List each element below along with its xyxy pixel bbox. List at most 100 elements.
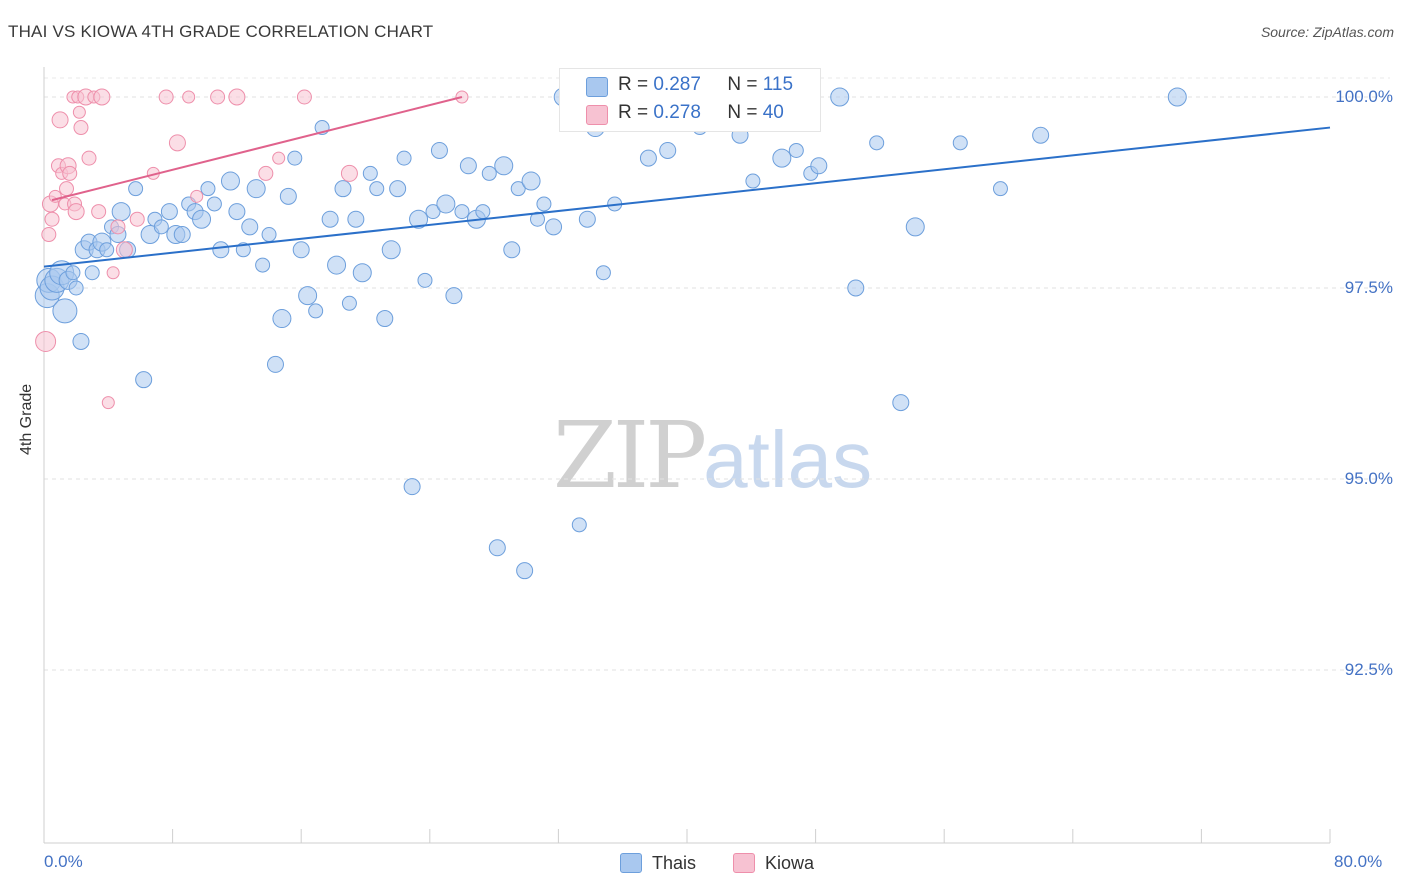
thais-point: [536, 196, 552, 212]
thais-n-label: N =: [727, 74, 758, 95]
kiowa-point: [115, 241, 133, 259]
thais-point: [445, 287, 463, 305]
thais-point: [228, 203, 246, 221]
kiowa-n-label: N =: [727, 102, 758, 123]
legend-thais-swatch: [620, 853, 642, 873]
x-tick-label-max: 80.0%: [1334, 852, 1383, 871]
kiowa-point: [258, 165, 274, 181]
kiowa-point: [91, 204, 107, 220]
kiowa-r-value: 0.278: [653, 102, 701, 123]
thais-point: [212, 241, 230, 259]
kiowa-n-value: 40: [762, 102, 784, 123]
thais-r-label: R =: [618, 74, 649, 95]
thais-point: [255, 257, 271, 273]
thais-trend-line: [43, 126, 1331, 268]
thais-point: [341, 295, 357, 311]
source-label: Source: ZipAtlas.com: [1260, 24, 1394, 40]
thais-point: [869, 135, 885, 151]
y-tick-label-95: 95.0%: [1344, 469, 1393, 488]
thais-point: [409, 209, 429, 229]
thais-point: [436, 194, 456, 214]
kiowa-point: [110, 219, 126, 235]
thais-point: [516, 562, 534, 580]
kiowa-point: [51, 111, 69, 129]
thais-r-value: 0.287: [653, 74, 701, 95]
kiowa-trend-line: [51, 96, 463, 202]
thais-point: [347, 210, 365, 228]
kiowa-r-label: R =: [618, 102, 649, 123]
kiowa-point: [168, 134, 186, 152]
legend-kiowa-label: Kiowa: [765, 852, 815, 873]
thais-point: [488, 539, 506, 557]
thais-point: [65, 265, 81, 281]
kiowa-point: [190, 189, 204, 203]
kiowa-point: [73, 120, 89, 136]
thais-point: [571, 517, 587, 533]
kiowa-point: [106, 266, 120, 280]
thais-point: [68, 280, 84, 296]
thais-point: [292, 241, 310, 259]
kiowa-swatch: [586, 105, 608, 125]
kiowa-point: [101, 396, 115, 410]
kiowa-point: [158, 89, 174, 105]
thais-point: [111, 202, 131, 222]
legend-item-thais[interactable]: Thais: [620, 851, 696, 875]
thais-point: [369, 181, 385, 197]
thais-point: [241, 218, 259, 236]
thais-point: [192, 209, 212, 229]
thais-point: [1032, 126, 1050, 144]
thais-swatch: [586, 77, 608, 97]
thais-point: [261, 227, 277, 243]
y-tick-label-100: 100.0%: [1335, 87, 1393, 106]
thais-point: [153, 219, 169, 235]
kiowa-point: [81, 150, 97, 166]
thais-point: [334, 180, 352, 198]
thais-point: [475, 204, 491, 220]
thais-point: [847, 279, 865, 297]
chart-title: THAI VS KIOWA 4TH GRADE CORRELATION CHAR…: [8, 22, 434, 41]
kiowa-point: [272, 151, 286, 165]
kiowa-point: [62, 165, 78, 181]
thais-point: [430, 141, 448, 159]
kiowa-point: [35, 330, 57, 352]
thais-point: [417, 272, 433, 288]
legend-item-kiowa[interactable]: Kiowa: [733, 851, 814, 875]
thais-point: [206, 196, 222, 212]
y-tick-label-92-5: 92.5%: [1344, 660, 1393, 679]
thais-point: [905, 217, 925, 237]
kiowa-point: [129, 211, 145, 227]
stats-legend: R = 0.287 N = 115 R = 0.278 N = 40: [559, 68, 821, 132]
thais-point: [503, 241, 521, 259]
thais-n-value: 115: [762, 74, 794, 95]
thais-point: [298, 286, 318, 306]
thais-point: [578, 210, 596, 228]
thais-point: [992, 181, 1008, 197]
y-tick-label-97-5: 97.5%: [1344, 278, 1393, 297]
y-axis-label: 4th Grade: [18, 383, 35, 455]
thais-point: [99, 242, 115, 258]
thais-point: [376, 310, 394, 328]
thais-point: [72, 332, 90, 350]
thais-point: [772, 148, 792, 168]
kiowa-point: [210, 89, 226, 105]
thais-point: [521, 171, 541, 191]
thais-point: [639, 149, 657, 167]
kiowa-point: [44, 211, 60, 227]
thais-point: [1167, 87, 1187, 107]
thais-point: [135, 371, 153, 389]
kiowa-point: [93, 88, 111, 106]
thais-point: [200, 181, 216, 197]
thais-point: [128, 181, 144, 197]
thais-point: [52, 298, 78, 324]
thais-point: [173, 226, 191, 244]
thais-point: [321, 210, 339, 228]
kiowa-point: [41, 227, 57, 243]
legend-kiowa-swatch: [733, 853, 755, 873]
thais-point: [160, 203, 178, 221]
thais-point: [530, 211, 546, 227]
kiowa-point: [340, 164, 358, 182]
thais-point: [246, 179, 266, 199]
thais-point: [454, 204, 470, 220]
thais-point: [308, 303, 324, 319]
